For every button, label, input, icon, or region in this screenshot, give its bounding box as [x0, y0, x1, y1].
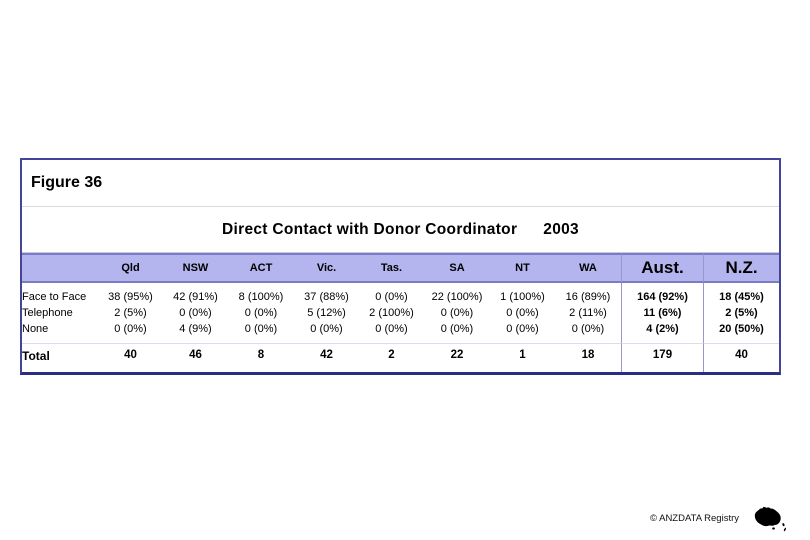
table-cell: 5 (12%): [307, 307, 346, 319]
total-cell: 46: [163, 343, 228, 372]
figure-title-row: Direct Contact with Donor Coordinator 20…: [22, 207, 779, 253]
table-cell: 20 (50%): [703, 321, 779, 343]
table-title: Direct Contact with Donor Coordinator: [222, 220, 518, 238]
total-cell: 40: [98, 343, 163, 372]
table-cell: 8 (100%): [238, 291, 284, 303]
table-cell: 42 (91%): [173, 291, 218, 303]
table-cell: 0 (0%): [440, 323, 474, 335]
total-cell: 22: [424, 343, 490, 372]
table-cell: 1 (100%): [500, 291, 545, 303]
figure-36-panel: Figure 36 Direct Contact with Donor Coor…: [20, 158, 781, 375]
total-cell: 179: [621, 343, 703, 372]
table-cell: 2 (11%): [569, 307, 607, 319]
row-label: Telephone: [22, 307, 73, 319]
table-cell: 4 (2%): [621, 321, 703, 343]
column-header-spacer: [22, 253, 98, 283]
table-cell: 0 (0%): [571, 323, 605, 335]
table-cell: 2 (5%): [703, 305, 779, 321]
row-label: Face to Face: [22, 291, 87, 303]
table-cell: 0 (0%): [310, 323, 343, 335]
table-cell: 11 (6%): [621, 305, 703, 321]
table-cell: 0 (0%): [506, 307, 539, 319]
table-cell: 0 (0%): [440, 307, 474, 319]
table-cell: 16 (89%): [565, 291, 611, 303]
table-cell: 0 (0%): [244, 323, 278, 335]
column-header: WA: [555, 253, 621, 283]
column-header: NT: [490, 253, 555, 283]
total-cell: 18: [555, 343, 621, 372]
column-header: Aust.: [621, 253, 703, 283]
table-cell: 0 (0%): [375, 291, 408, 303]
footer-credit: © ANZDATA Registry: [650, 503, 789, 534]
table-cell: 22 (100%): [431, 291, 483, 303]
table-cell: 2 (100%): [369, 307, 414, 319]
table-cell: 38 (95%): [108, 291, 153, 303]
table-cell: 0 (0%): [179, 307, 212, 319]
total-cell: 2: [359, 343, 424, 372]
total-cell: 8: [228, 343, 294, 372]
column-header: Qld: [98, 253, 163, 283]
column-header: SA: [424, 253, 490, 283]
column-header: N.Z.: [703, 253, 779, 283]
australia-nz-map-icon: [754, 506, 786, 532]
table-cell: 0 (0%): [375, 323, 408, 335]
row-label: None: [22, 323, 49, 335]
total-cell: 40: [703, 343, 779, 372]
table-cell: 0 (0%): [114, 323, 147, 335]
table-cell: 2 (5%): [114, 307, 147, 319]
column-header: Vic.: [294, 253, 359, 283]
data-table: Qld NSW ACT Vic. Tas. SA NT WA Aust. N.Z. Face to …: [22, 253, 779, 372]
figure-label: Figure 36: [22, 160, 779, 207]
column-header: ACT: [228, 253, 294, 283]
total-row-label: Total: [22, 343, 98, 372]
total-cell: 1: [490, 343, 555, 372]
table-year: 2003: [543, 220, 579, 238]
table-cell: 0 (0%): [244, 307, 278, 319]
table-cell: 4 (9%): [179, 323, 212, 335]
table-cell: 18 (45%): [703, 283, 779, 305]
column-header: Tas.: [359, 253, 424, 283]
table-cell: 164 (92%): [621, 283, 703, 305]
credit-text: © ANZDATA Registry: [650, 513, 739, 524]
table-cell: 0 (0%): [506, 323, 539, 335]
table-cell: 37 (88%): [304, 291, 349, 303]
column-header: NSW: [163, 253, 228, 283]
total-cell: 42: [294, 343, 359, 372]
